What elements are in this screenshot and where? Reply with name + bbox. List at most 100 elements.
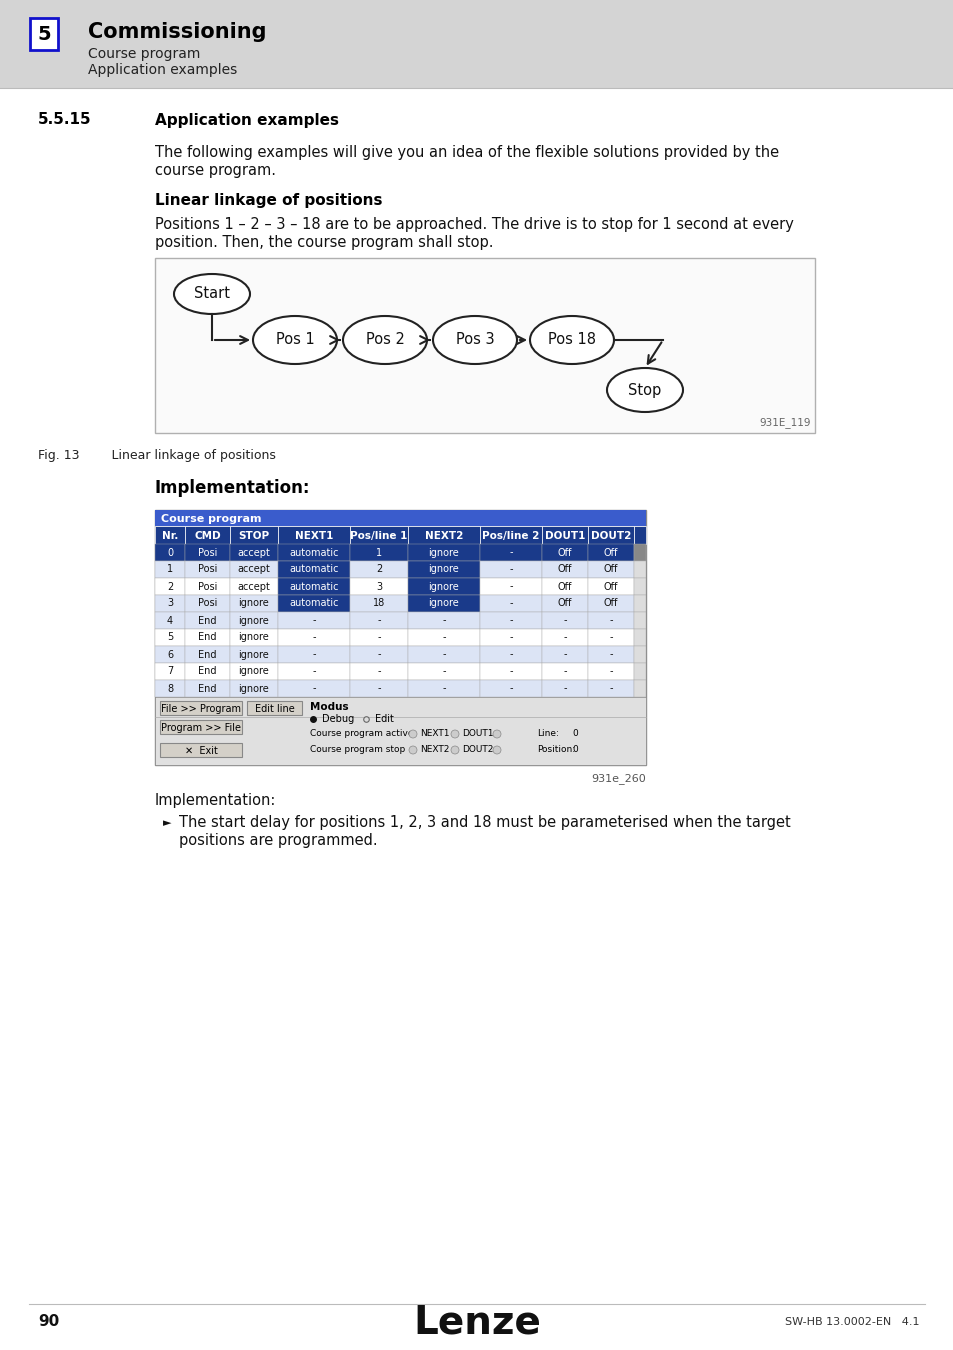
Bar bbox=[154, 578, 185, 595]
Bar bbox=[154, 680, 185, 697]
Text: ignore: ignore bbox=[428, 564, 459, 575]
Ellipse shape bbox=[433, 316, 517, 365]
Bar bbox=[479, 647, 541, 663]
Bar bbox=[185, 578, 230, 595]
Text: DOUT2: DOUT2 bbox=[590, 531, 631, 541]
Bar bbox=[154, 697, 645, 765]
Bar bbox=[479, 578, 541, 595]
Bar bbox=[230, 647, 277, 663]
Text: -: - bbox=[442, 649, 445, 660]
Bar bbox=[230, 629, 277, 647]
Text: ✕  Exit: ✕ Exit bbox=[184, 747, 217, 756]
Bar bbox=[230, 526, 277, 544]
Ellipse shape bbox=[343, 316, 427, 365]
Bar bbox=[0, 0, 953, 88]
Text: The start delay for positions 1, 2, 3 and 18 must be parameterised when the targ: The start delay for positions 1, 2, 3 an… bbox=[179, 815, 790, 830]
Bar bbox=[479, 663, 541, 680]
Text: Position:: Position: bbox=[537, 745, 575, 755]
Bar bbox=[185, 612, 230, 629]
Text: 3: 3 bbox=[167, 598, 172, 609]
Bar bbox=[541, 595, 587, 612]
Bar bbox=[634, 526, 645, 544]
Bar bbox=[185, 562, 230, 578]
Text: ignore: ignore bbox=[238, 683, 269, 694]
Bar bbox=[154, 629, 185, 647]
Bar bbox=[350, 526, 408, 544]
Text: Application examples: Application examples bbox=[154, 112, 338, 127]
Bar bbox=[408, 526, 479, 544]
Bar bbox=[154, 663, 185, 680]
Text: -: - bbox=[312, 649, 315, 660]
Text: -: - bbox=[562, 633, 566, 643]
Text: -: - bbox=[509, 548, 512, 558]
Bar bbox=[277, 629, 350, 647]
Text: 5.5.15: 5.5.15 bbox=[38, 112, 91, 127]
Bar bbox=[277, 526, 350, 544]
Text: -: - bbox=[509, 667, 512, 676]
Text: File >> Program: File >> Program bbox=[161, 703, 241, 714]
Text: -: - bbox=[609, 683, 612, 694]
Text: Edit line: Edit line bbox=[254, 703, 294, 714]
Text: SW-HB 13.0002-EN   4.1: SW-HB 13.0002-EN 4.1 bbox=[784, 1318, 919, 1327]
Text: The following examples will give you an idea of the flexible solutions provided : The following examples will give you an … bbox=[154, 144, 779, 159]
Bar bbox=[479, 595, 541, 612]
Text: -: - bbox=[442, 667, 445, 676]
Text: -: - bbox=[609, 649, 612, 660]
Text: NEXT2: NEXT2 bbox=[424, 531, 463, 541]
Text: -: - bbox=[376, 683, 380, 694]
Text: Nr.: Nr. bbox=[162, 531, 178, 541]
Text: STOP: STOP bbox=[238, 531, 270, 541]
Text: -: - bbox=[509, 564, 512, 575]
Bar bbox=[230, 578, 277, 595]
Text: Line:: Line: bbox=[537, 729, 558, 738]
Bar bbox=[479, 544, 541, 562]
Bar bbox=[541, 647, 587, 663]
Bar bbox=[541, 544, 587, 562]
Text: Off: Off bbox=[603, 548, 618, 558]
Bar bbox=[160, 743, 242, 757]
Circle shape bbox=[451, 747, 458, 755]
Bar bbox=[350, 629, 408, 647]
Text: -: - bbox=[609, 616, 612, 625]
Circle shape bbox=[409, 747, 416, 755]
Bar bbox=[587, 680, 634, 697]
Text: Posi: Posi bbox=[197, 548, 217, 558]
Text: positions are programmed.: positions are programmed. bbox=[179, 833, 377, 849]
Text: -: - bbox=[509, 683, 512, 694]
Bar bbox=[350, 680, 408, 697]
Bar bbox=[154, 647, 185, 663]
Text: Pos 1: Pos 1 bbox=[275, 332, 314, 347]
Bar bbox=[154, 612, 185, 629]
Text: -: - bbox=[509, 582, 512, 591]
Bar bbox=[587, 562, 634, 578]
Text: accept: accept bbox=[237, 582, 270, 591]
Bar bbox=[587, 578, 634, 595]
Text: 931E_119: 931E_119 bbox=[759, 417, 810, 428]
Bar bbox=[277, 562, 350, 578]
Text: Off: Off bbox=[558, 548, 572, 558]
Bar bbox=[185, 544, 230, 562]
Text: Linear linkage of positions: Linear linkage of positions bbox=[154, 193, 382, 208]
Bar bbox=[634, 663, 645, 680]
Ellipse shape bbox=[606, 369, 682, 412]
Text: ignore: ignore bbox=[428, 582, 459, 591]
Text: accept: accept bbox=[237, 548, 270, 558]
Text: -: - bbox=[312, 683, 315, 694]
Text: Lenze: Lenze bbox=[413, 1303, 540, 1341]
Text: 5: 5 bbox=[167, 633, 172, 643]
Text: -: - bbox=[442, 616, 445, 625]
Bar bbox=[160, 720, 242, 734]
Bar bbox=[230, 680, 277, 697]
Text: NEXT1: NEXT1 bbox=[419, 729, 449, 738]
Text: End: End bbox=[198, 649, 216, 660]
Text: -: - bbox=[376, 667, 380, 676]
Bar bbox=[587, 629, 634, 647]
Bar bbox=[541, 526, 587, 544]
Text: Pos 3: Pos 3 bbox=[456, 332, 494, 347]
Text: Off: Off bbox=[603, 598, 618, 609]
Text: ignore: ignore bbox=[238, 616, 269, 625]
Text: Off: Off bbox=[558, 582, 572, 591]
Text: -: - bbox=[509, 649, 512, 660]
Bar bbox=[277, 595, 350, 612]
Bar bbox=[247, 701, 302, 716]
